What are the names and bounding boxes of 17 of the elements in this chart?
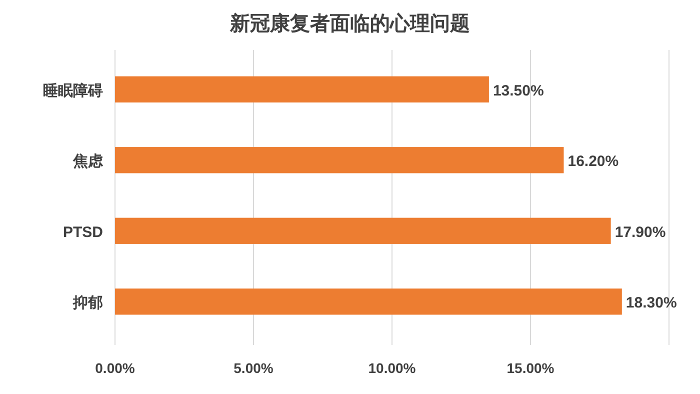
y-tick-label: 抑郁 (72, 294, 103, 312)
y-tick-label: 焦虑 (72, 153, 104, 170)
data-label: 18.30% (626, 294, 677, 312)
bar (115, 147, 564, 174)
data-label: 17.90% (614, 224, 666, 241)
x-tick-label: 10.00% (368, 360, 416, 376)
x-tick-label: 15.00% (506, 360, 555, 376)
y-tick-label: 睡眠障碍 (43, 81, 103, 100)
x-tick-label: 0.00% (95, 360, 136, 376)
y-tick-label: PTSD (62, 224, 104, 241)
data-label: 16.20% (568, 153, 619, 170)
bar (115, 76, 489, 102)
data-label: 13.50% (492, 82, 544, 100)
chart-title: 新冠康复者面临的心理问题 (229, 12, 470, 35)
bar (115, 218, 611, 244)
bar (115, 288, 622, 315)
x-tick-label: 5.00% (234, 360, 274, 376)
